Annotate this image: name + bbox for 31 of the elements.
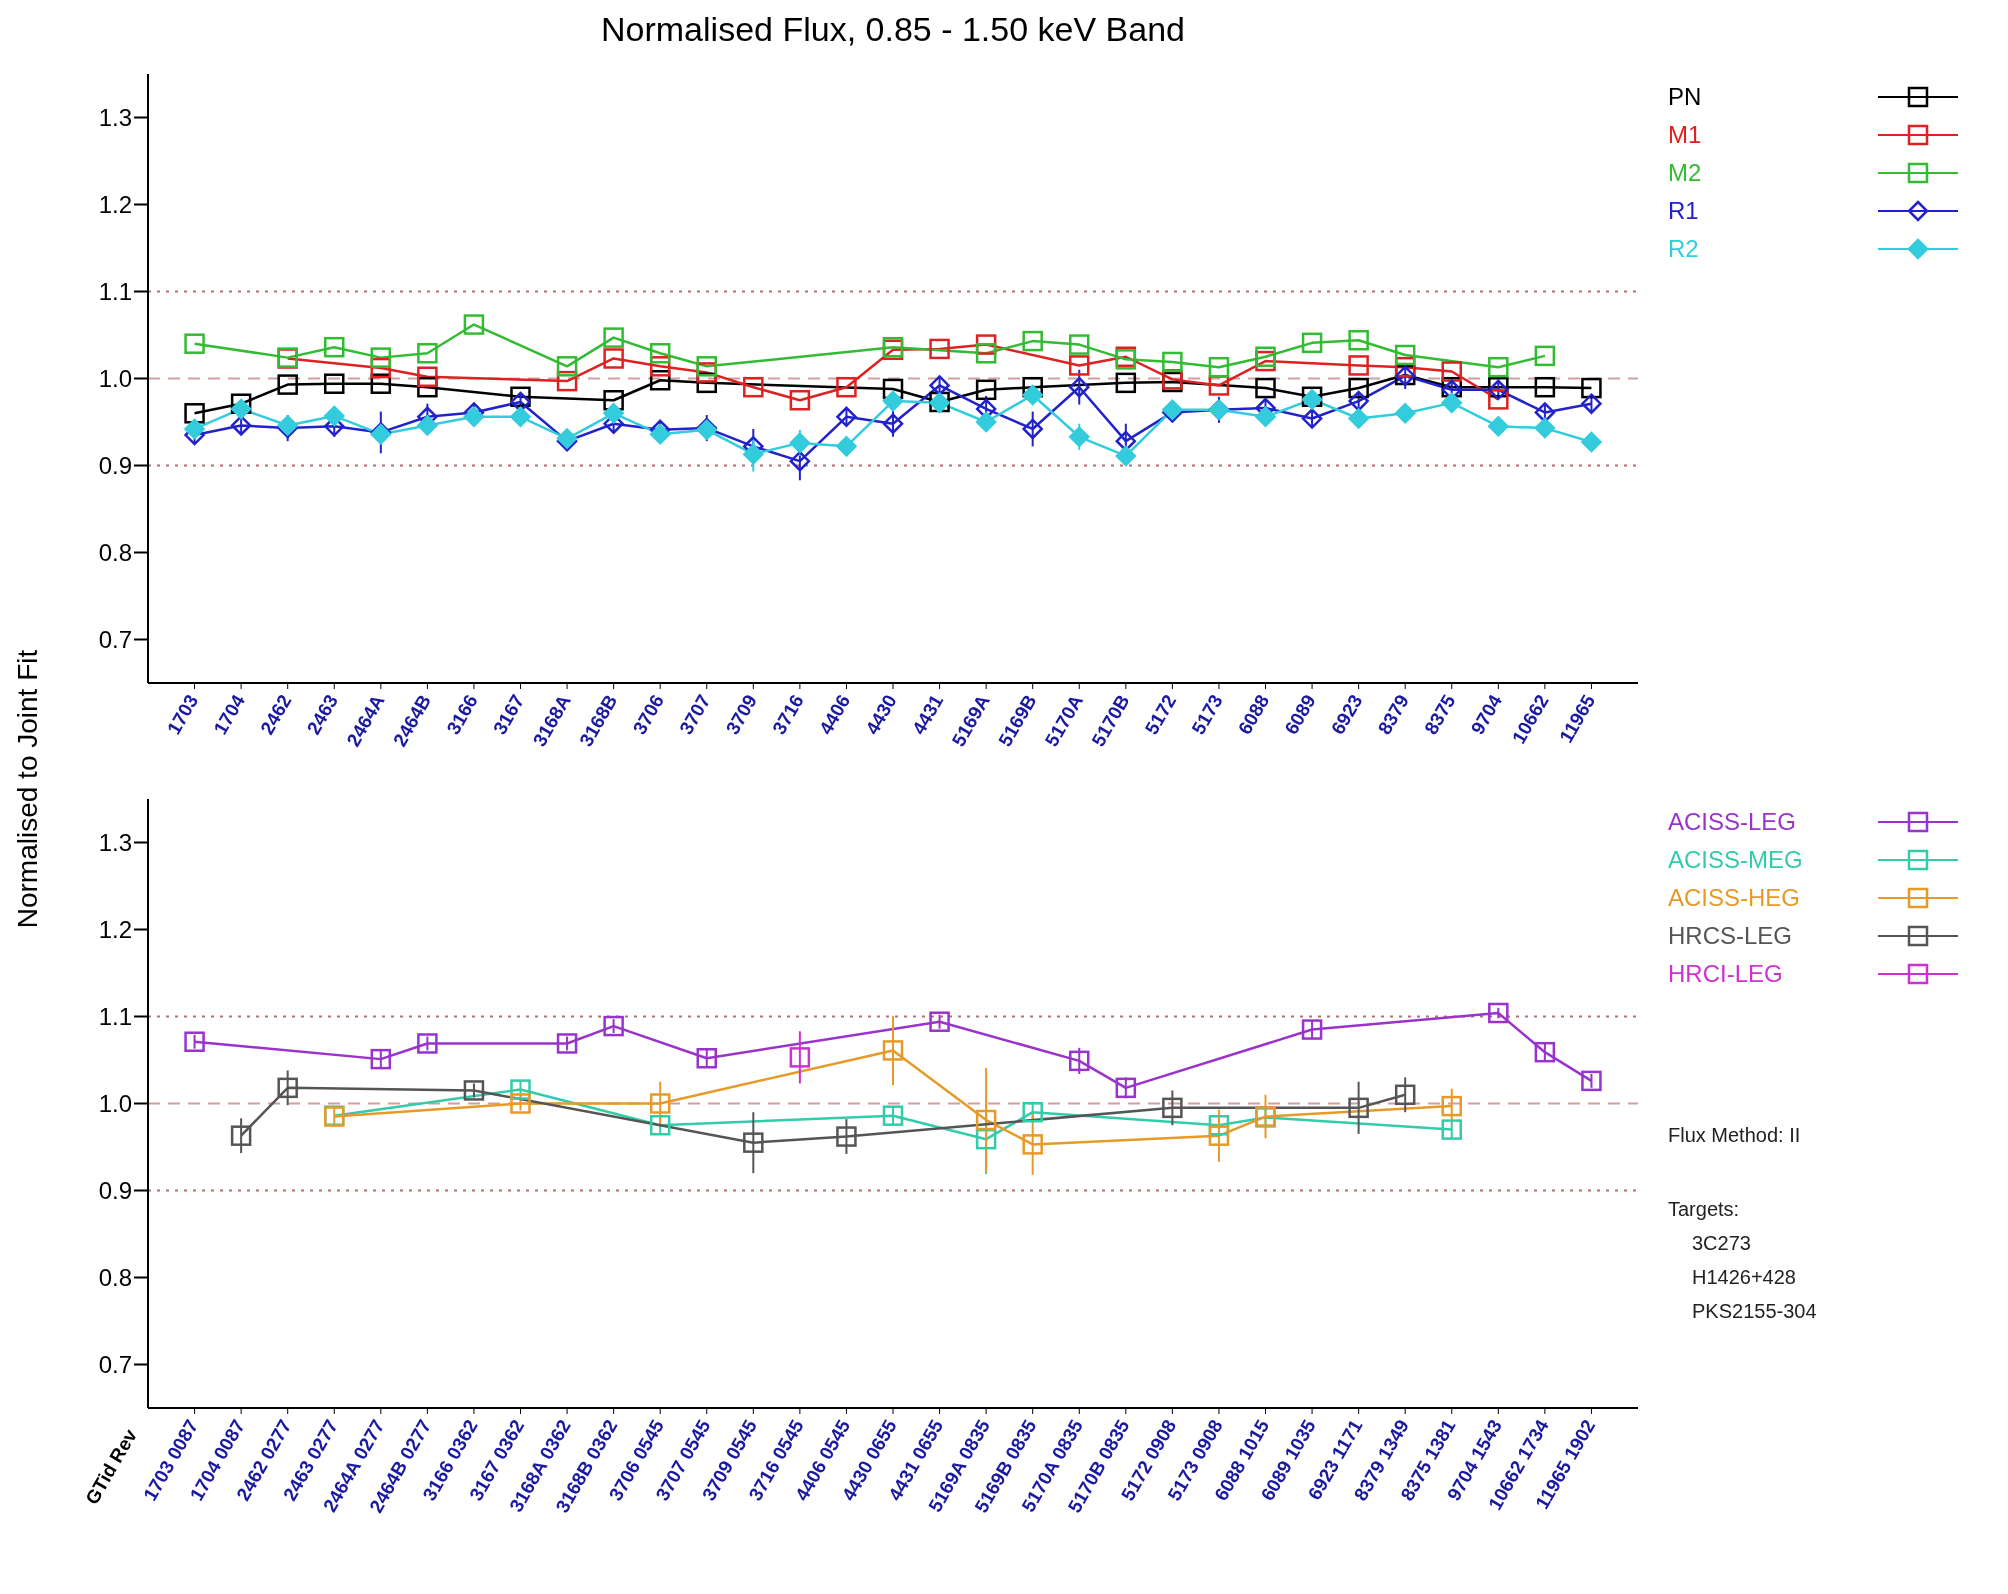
y-tick-label: 1.3	[98, 104, 132, 132]
text: R1	[1668, 197, 1700, 225]
y-tick-label: 0.7	[98, 626, 132, 654]
y-axis-title: Normalised to Joint Fit	[12, 648, 44, 931]
y-tick-label: 1.2	[98, 916, 132, 944]
y-tick-label: 0.9	[98, 452, 132, 480]
y-tick-label: 0.8	[98, 539, 132, 567]
y-tick-label: 1.0	[98, 1090, 132, 1118]
y-tick-label: 1.3	[98, 829, 132, 857]
y-tick-label: 1.2	[98, 191, 132, 219]
y-tick-label: 0.9	[98, 1177, 132, 1205]
text: HRCI-LEG	[1668, 960, 1784, 988]
y-tick-label: 1.1	[98, 278, 132, 306]
text: ACISS-LEG	[1668, 808, 1798, 836]
text: PKS2155-304	[1691, 1299, 1817, 1324]
text: HRCS-LEG	[1668, 922, 1794, 950]
y-tick-label: 1.0	[98, 365, 132, 393]
text: ACISS-MEG	[1668, 846, 1804, 874]
text: ACISS-HEG	[1668, 884, 1802, 912]
text: PN	[1668, 83, 1703, 111]
chart-title: Normalised Flux, 0.85 - 1.50 keV Band	[600, 10, 1186, 49]
text: 3C273	[1691, 1231, 1752, 1256]
y-tick-label: 0.7	[98, 1351, 132, 1379]
y-tick-label: 0.8	[98, 1264, 132, 1292]
text: M2	[1668, 159, 1703, 187]
text: Flux Method: II	[1668, 1123, 1802, 1148]
y-tick-label: 1.1	[98, 1003, 132, 1031]
text: H1426+428	[1691, 1265, 1797, 1290]
text: Targets:	[1668, 1197, 1741, 1222]
text: R2	[1668, 235, 1700, 263]
text: M1	[1668, 121, 1703, 149]
